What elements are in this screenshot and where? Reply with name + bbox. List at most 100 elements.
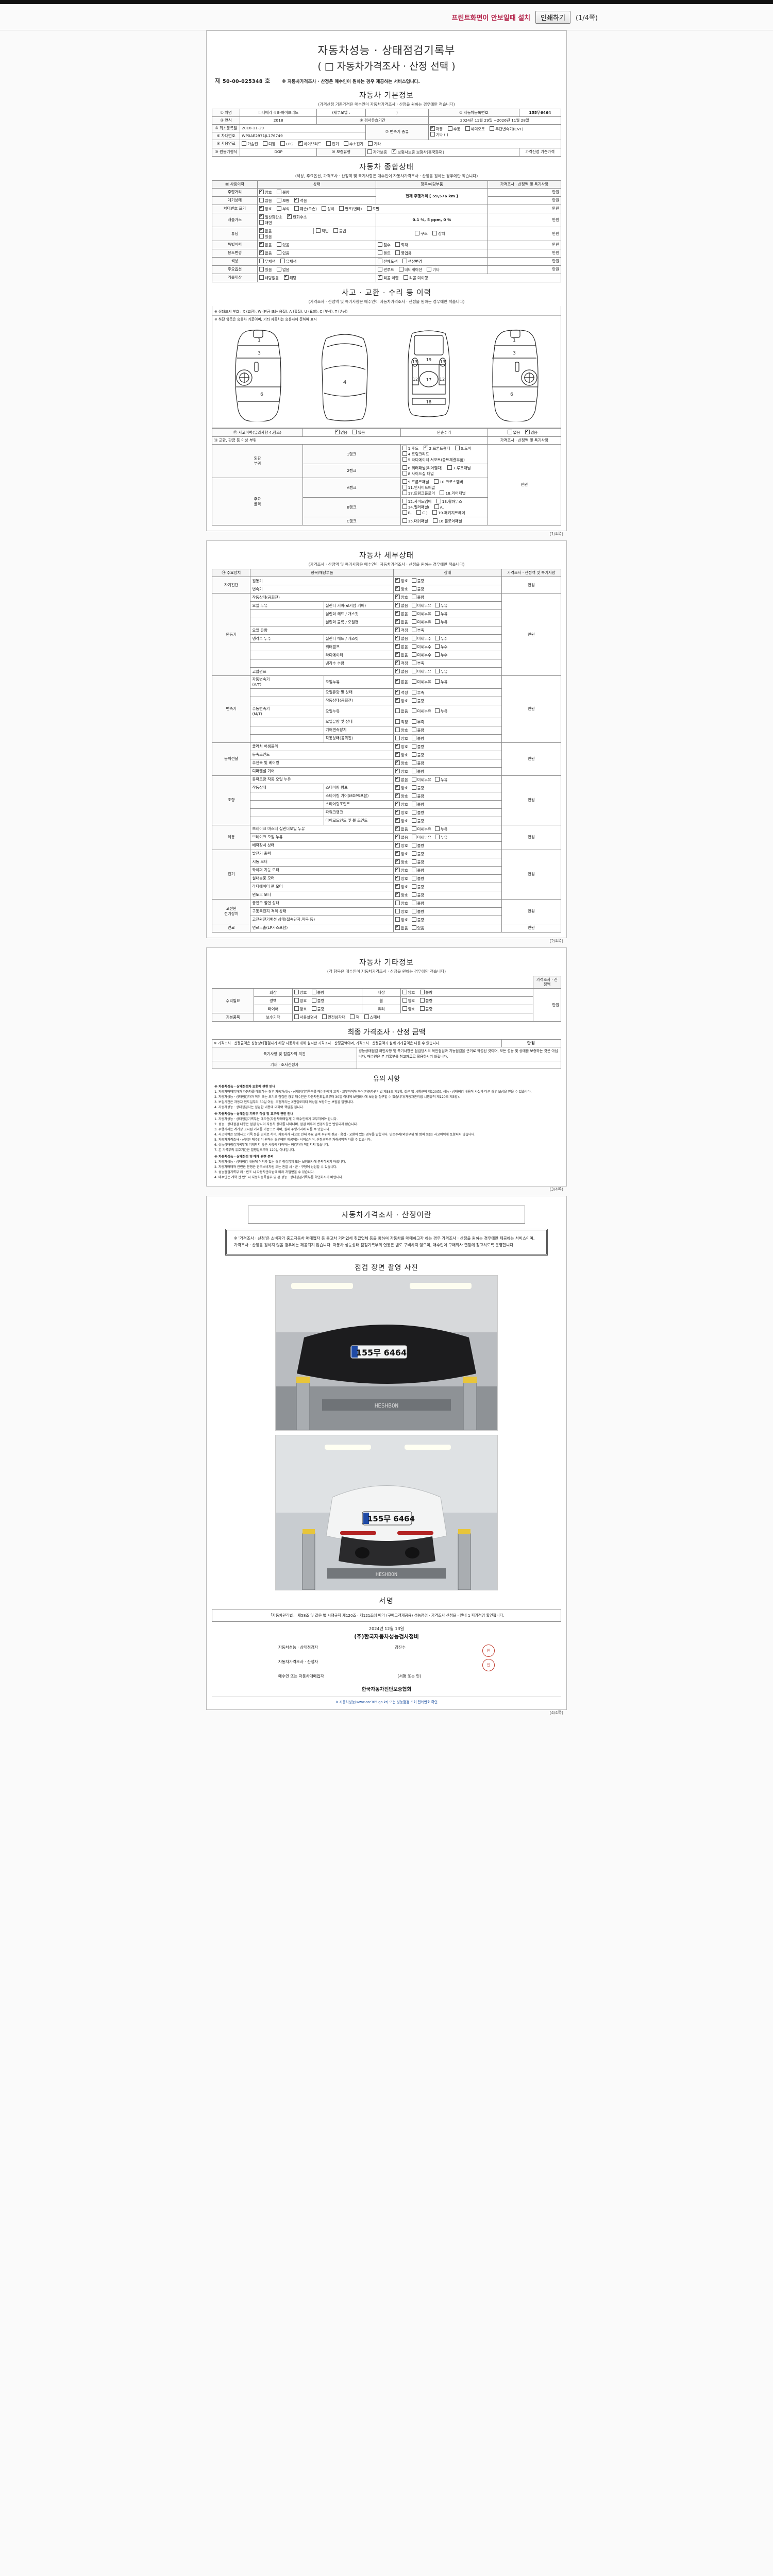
checkbox-icon[interactable] bbox=[411, 652, 416, 657]
checkbox-icon[interactable] bbox=[490, 126, 495, 131]
state-option[interactable]: 불량 bbox=[411, 851, 424, 857]
checkbox-icon[interactable] bbox=[411, 679, 416, 684]
checkbox-icon[interactable] bbox=[434, 834, 440, 839]
checkbox-icon[interactable] bbox=[415, 231, 420, 236]
state-option[interactable]: 불량 bbox=[411, 760, 424, 766]
checkbox-icon[interactable] bbox=[395, 908, 400, 913]
checkbox-icon[interactable] bbox=[334, 429, 340, 435]
checkbox-icon[interactable] bbox=[411, 595, 416, 600]
state-option[interactable]: 불량 bbox=[411, 900, 424, 906]
state-option[interactable]: 양호 bbox=[395, 768, 408, 774]
checkbox-icon[interactable] bbox=[419, 990, 425, 995]
checkbox-icon[interactable] bbox=[395, 242, 400, 247]
checkbox-icon[interactable] bbox=[395, 689, 400, 694]
checkbox-icon[interactable] bbox=[411, 875, 416, 880]
state-option[interactable]: 불량 bbox=[411, 818, 424, 824]
checkbox-icon[interactable] bbox=[366, 206, 372, 211]
checkbox-icon[interactable] bbox=[311, 990, 316, 995]
state-option[interactable]: 누유 bbox=[434, 611, 447, 617]
state-option[interactable]: 양호 bbox=[395, 697, 408, 704]
checkbox-icon[interactable] bbox=[298, 140, 303, 146]
state-option[interactable]: 없음 bbox=[395, 825, 408, 832]
checkbox-icon[interactable] bbox=[434, 776, 440, 782]
state-option[interactable]: 누수 bbox=[434, 644, 447, 650]
state-option[interactable]: 불량 bbox=[411, 785, 424, 791]
state-option[interactable]: 없음 bbox=[395, 635, 408, 641]
state-option[interactable]: 누유 bbox=[434, 776, 447, 783]
checkbox-icon[interactable] bbox=[434, 644, 440, 649]
checkbox-icon[interactable] bbox=[395, 768, 400, 773]
checkbox-icon[interactable] bbox=[411, 768, 416, 773]
trans-opt[interactable]: 세미오토 bbox=[465, 126, 485, 132]
trans-opt[interactable]: 기타 ( ) bbox=[430, 132, 448, 138]
warranty-opt[interactable]: 자가보증 bbox=[367, 149, 387, 155]
checkbox-icon[interactable] bbox=[311, 998, 316, 1003]
checkbox-icon[interactable] bbox=[411, 660, 416, 666]
checkbox-icon[interactable] bbox=[411, 801, 416, 806]
checkbox-icon[interactable] bbox=[411, 793, 416, 798]
checkbox-icon[interactable] bbox=[434, 652, 440, 657]
checkbox-icon[interactable] bbox=[434, 708, 440, 714]
checkbox-icon[interactable] bbox=[259, 241, 264, 247]
state-option[interactable]: 불량 bbox=[411, 867, 424, 873]
checkbox-icon[interactable] bbox=[343, 141, 348, 146]
checkbox-icon[interactable] bbox=[402, 518, 407, 523]
checkbox-icon[interactable] bbox=[434, 669, 440, 674]
checkbox-icon[interactable] bbox=[395, 708, 400, 714]
checkbox-icon[interactable] bbox=[395, 626, 400, 633]
checkbox-icon[interactable] bbox=[395, 875, 400, 880]
state-option[interactable]: 불량 bbox=[411, 578, 424, 584]
checkbox-icon[interactable] bbox=[411, 908, 416, 913]
checkbox-icon[interactable] bbox=[433, 479, 439, 484]
state-option[interactable]: 부족 bbox=[411, 689, 424, 696]
fuel-opt[interactable]: LPG bbox=[280, 141, 293, 147]
state-option[interactable]: 양호 bbox=[395, 577, 408, 584]
checkbox-icon[interactable] bbox=[395, 850, 400, 856]
state-option[interactable]: 양호 bbox=[395, 743, 408, 750]
checkbox-icon[interactable] bbox=[402, 504, 407, 510]
state-option[interactable]: 양호 bbox=[395, 801, 408, 807]
checkbox-icon[interactable] bbox=[402, 471, 407, 476]
state-option[interactable]: 누유 bbox=[434, 669, 447, 674]
checkbox-icon[interactable] bbox=[395, 801, 400, 806]
checkbox-icon[interactable] bbox=[402, 465, 407, 470]
checkbox-icon[interactable] bbox=[395, 635, 400, 641]
trans-opt[interactable]: 자동 bbox=[430, 125, 443, 132]
checkbox-icon[interactable] bbox=[411, 900, 416, 905]
state-option[interactable]: 불량 bbox=[411, 793, 424, 799]
checkbox-icon[interactable] bbox=[402, 258, 407, 263]
state-option[interactable]: 불량 bbox=[411, 809, 424, 816]
checkbox-icon[interactable] bbox=[411, 834, 416, 839]
checkbox-icon[interactable] bbox=[316, 228, 321, 233]
checkbox-icon[interactable] bbox=[507, 430, 512, 435]
checkbox-icon[interactable] bbox=[283, 274, 289, 280]
checkbox-icon[interactable] bbox=[395, 776, 400, 782]
checkbox-icon[interactable] bbox=[402, 485, 407, 490]
checkbox-icon[interactable] bbox=[294, 197, 299, 202]
checkbox-icon[interactable] bbox=[395, 719, 400, 724]
state-option[interactable]: 불량 bbox=[411, 743, 424, 750]
state-option[interactable]: 누유 bbox=[434, 603, 447, 608]
checkbox-icon[interactable] bbox=[398, 266, 404, 272]
checkbox-icon[interactable] bbox=[262, 141, 267, 146]
state-option[interactable]: 양호 bbox=[395, 867, 408, 873]
checkbox-icon[interactable] bbox=[259, 227, 264, 233]
checkbox-icon[interactable] bbox=[411, 842, 416, 848]
checkbox-icon[interactable] bbox=[392, 148, 397, 154]
checkbox-icon[interactable] bbox=[395, 825, 400, 831]
checkbox-icon[interactable] bbox=[352, 430, 357, 435]
checkbox-icon[interactable] bbox=[432, 518, 438, 523]
checkbox-icon[interactable] bbox=[402, 990, 407, 995]
checkbox-icon[interactable] bbox=[280, 258, 285, 263]
checkbox-icon[interactable] bbox=[395, 834, 400, 839]
checkbox-icon[interactable] bbox=[411, 884, 416, 889]
checkbox-icon[interactable] bbox=[411, 917, 416, 922]
state-option[interactable]: 없음 bbox=[395, 643, 408, 650]
checkbox-icon[interactable] bbox=[395, 651, 400, 657]
checkbox-icon[interactable] bbox=[434, 611, 440, 616]
checkbox-icon[interactable] bbox=[402, 446, 407, 451]
state-option[interactable]: 불량 bbox=[411, 698, 424, 704]
state-option[interactable]: 불량 bbox=[411, 908, 424, 914]
state-option[interactable]: 없음 bbox=[395, 834, 408, 840]
checkbox-icon[interactable] bbox=[411, 689, 416, 694]
